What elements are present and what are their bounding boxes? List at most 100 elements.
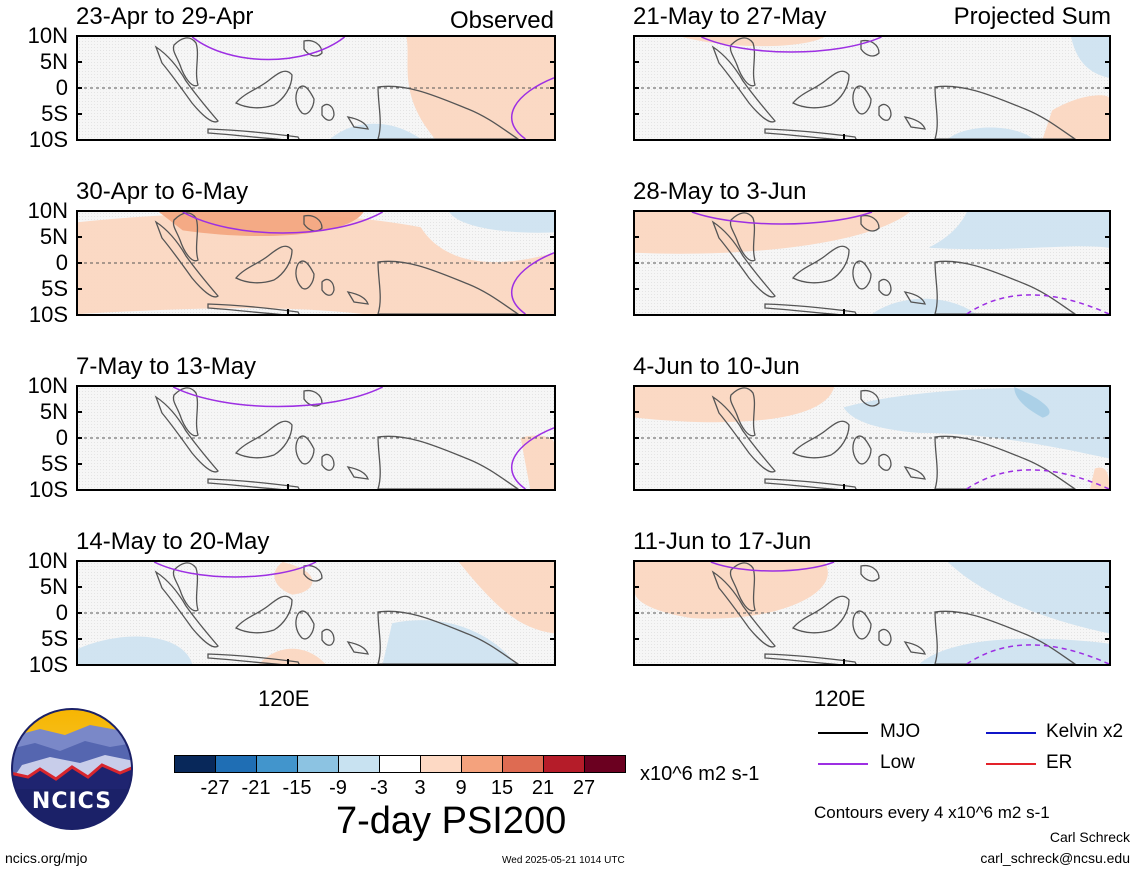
axis-tick [550, 586, 556, 588]
axis-tick [76, 437, 82, 439]
psi-anomaly-region [635, 562, 828, 619]
axis-tick [1105, 35, 1111, 37]
coastline [172, 212, 199, 262]
map-canvas [635, 37, 1109, 139]
low-contour [710, 562, 835, 572]
low-contour [153, 562, 317, 578]
coastline [154, 220, 219, 298]
axis-tick [76, 139, 82, 141]
coastline [154, 45, 219, 123]
low-contour [172, 387, 383, 408]
axis-tick [633, 236, 639, 238]
site-url: ncics.org/mjo [5, 850, 88, 866]
axis-tick [550, 612, 556, 614]
map-panel [76, 385, 556, 491]
colorbar-tick-label: -9 [329, 777, 347, 799]
axis-tick [1105, 87, 1111, 89]
lat-label: 10N [27, 23, 68, 48]
coastline [711, 45, 776, 123]
axis-tick [287, 309, 290, 316]
colorbar-title: 7-day PSI200 [336, 800, 567, 842]
coastline [860, 564, 880, 582]
axis-tick [550, 210, 556, 212]
psi-anomaly-region [458, 562, 554, 634]
panel-title: 21-May to 27-May [633, 3, 827, 30]
axis-tick [633, 560, 639, 562]
axis-tick [76, 489, 82, 491]
colorbar-tick-label: 27 [572, 777, 596, 799]
coastline [791, 70, 850, 109]
colorbar-cell [338, 755, 380, 773]
axis-tick [550, 236, 556, 238]
axis-tick [550, 87, 556, 89]
low-contour [511, 77, 554, 139]
coastline [172, 562, 199, 612]
coastline [321, 278, 335, 296]
axis-tick [76, 411, 82, 413]
axis-tick [1105, 411, 1111, 413]
projected-sum-tag: Projected Sum [953, 3, 1111, 30]
psi-anomaly-region [843, 387, 1109, 459]
axis-tick [633, 210, 639, 212]
coastlines [154, 562, 520, 664]
coastline [729, 387, 756, 437]
coastline [346, 116, 369, 130]
low-contour [966, 469, 1109, 489]
axis-tick [1105, 437, 1111, 439]
axis-tick [76, 262, 82, 264]
er-legend-label: ER [1046, 752, 1073, 773]
axis-tick [287, 134, 290, 141]
axis-tick [1105, 262, 1111, 264]
colorbar-units: x10^6 m2 s-1 [640, 763, 760, 785]
axis-tick [843, 484, 846, 491]
panel-title: 11-Jun to 17-Jun [633, 528, 812, 555]
lat-label: 0 [55, 600, 68, 625]
psi-anomaly-region [449, 212, 554, 233]
axis-tick [843, 659, 846, 666]
lat-label: 10N [27, 198, 68, 223]
coastlines [711, 387, 1077, 489]
axis-tick [1105, 463, 1111, 465]
axis-tick [1105, 560, 1111, 562]
colorbar-tick-label: -15 [282, 777, 312, 799]
axis-tick [76, 87, 82, 89]
axis-tick [633, 437, 639, 439]
colorbar-cell [297, 755, 339, 773]
coastline [346, 466, 369, 480]
axis-tick [550, 113, 556, 115]
coastlines [154, 212, 520, 314]
coastline [172, 37, 199, 87]
colorbar-cell [174, 755, 216, 773]
er-line-swatch [986, 763, 1036, 765]
axis-tick [76, 638, 82, 640]
colorbar-tick-label: 3 [414, 777, 426, 799]
axis-tick [550, 35, 556, 37]
coastline [878, 278, 892, 296]
map-panel [76, 560, 556, 666]
panel-title: 7-May to 13-May [76, 353, 257, 380]
axis-tick [1105, 314, 1111, 316]
axis-tick [76, 612, 82, 614]
psi-anomaly-region [682, 37, 825, 47]
map-panel [76, 35, 556, 141]
panel-title: 4-Jun to 10-Jun [633, 353, 800, 380]
axis-tick [550, 463, 556, 465]
coastline [321, 453, 335, 471]
axis-tick [76, 113, 82, 115]
axis-tick [633, 35, 639, 37]
lat-label: 5N [39, 49, 68, 74]
axis-tick [550, 385, 556, 387]
axis-tick [550, 61, 556, 63]
ncics-logo: NCICS [10, 707, 134, 831]
axis-tick [633, 638, 639, 640]
axis-tick [633, 664, 639, 666]
coastline [791, 595, 850, 634]
coastline [321, 628, 335, 646]
colorbar-tick-label: -3 [370, 777, 388, 799]
axis-tick [1105, 210, 1111, 212]
panel-title: 30-Apr to 6-May [76, 178, 249, 205]
coastline [903, 641, 926, 655]
coastline [303, 564, 323, 582]
axis-tick [550, 437, 556, 439]
low-contour [966, 644, 1109, 664]
